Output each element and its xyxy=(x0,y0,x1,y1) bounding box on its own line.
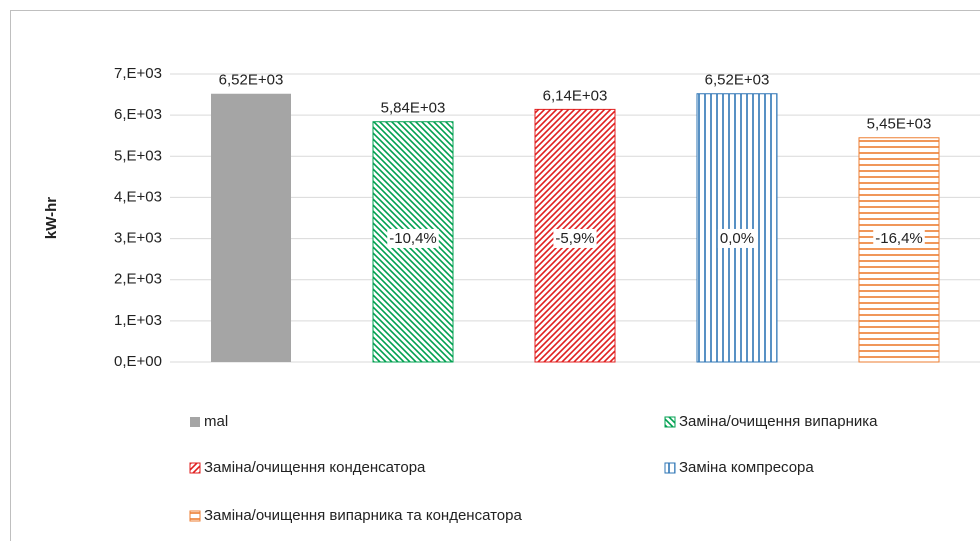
value-label: 6,52E+03 xyxy=(219,72,284,89)
value-label: 6,14E+03 xyxy=(543,87,608,104)
legend-label: Заміна/очищення конденсатора xyxy=(204,459,426,476)
y-tick-label: 4,E+03 xyxy=(114,188,162,205)
bar xyxy=(858,137,940,363)
bar xyxy=(696,93,778,363)
y-tick-label: 3,E+03 xyxy=(114,230,162,247)
legend-swatch xyxy=(664,416,676,428)
value-label: 5,84E+03 xyxy=(381,100,446,117)
y-tick-label: 0,E+00 xyxy=(114,353,162,370)
legend-swatch xyxy=(189,510,201,522)
legend-label: Заміна компресора xyxy=(679,459,814,476)
legend-label: mal xyxy=(204,413,228,430)
bar xyxy=(211,93,291,363)
y-axis-label: kW-hr xyxy=(43,197,60,239)
chart-frame xyxy=(10,10,980,541)
annotation-box xyxy=(553,228,597,248)
y-tick-label: 6,E+03 xyxy=(114,106,162,123)
legend-swatch xyxy=(664,462,676,474)
y-tick-label: 2,E+03 xyxy=(114,271,162,288)
legend-swatch xyxy=(190,417,200,427)
annotation: -10,4% xyxy=(389,230,437,247)
annotation-box xyxy=(717,228,757,248)
annotation: 0,0% xyxy=(720,230,754,247)
legend-swatch xyxy=(189,462,201,474)
annotation-box xyxy=(873,228,925,248)
annotation-box xyxy=(387,228,439,248)
y-tick-label: 5,E+03 xyxy=(114,147,162,164)
y-tick-label: 7,E+03 xyxy=(114,65,162,82)
legend-label: Заміна/очищення випарника та конденсатор… xyxy=(204,507,522,524)
legend-label: Заміна/очищення випарника xyxy=(679,413,878,430)
annotation: -16,4% xyxy=(875,230,923,247)
value-label: 6,52E+03 xyxy=(705,72,770,89)
bar xyxy=(372,121,454,363)
value-label: 5,45E+03 xyxy=(867,116,932,133)
y-tick-label: 1,E+03 xyxy=(114,312,162,329)
annotation: -5,9% xyxy=(555,230,594,247)
